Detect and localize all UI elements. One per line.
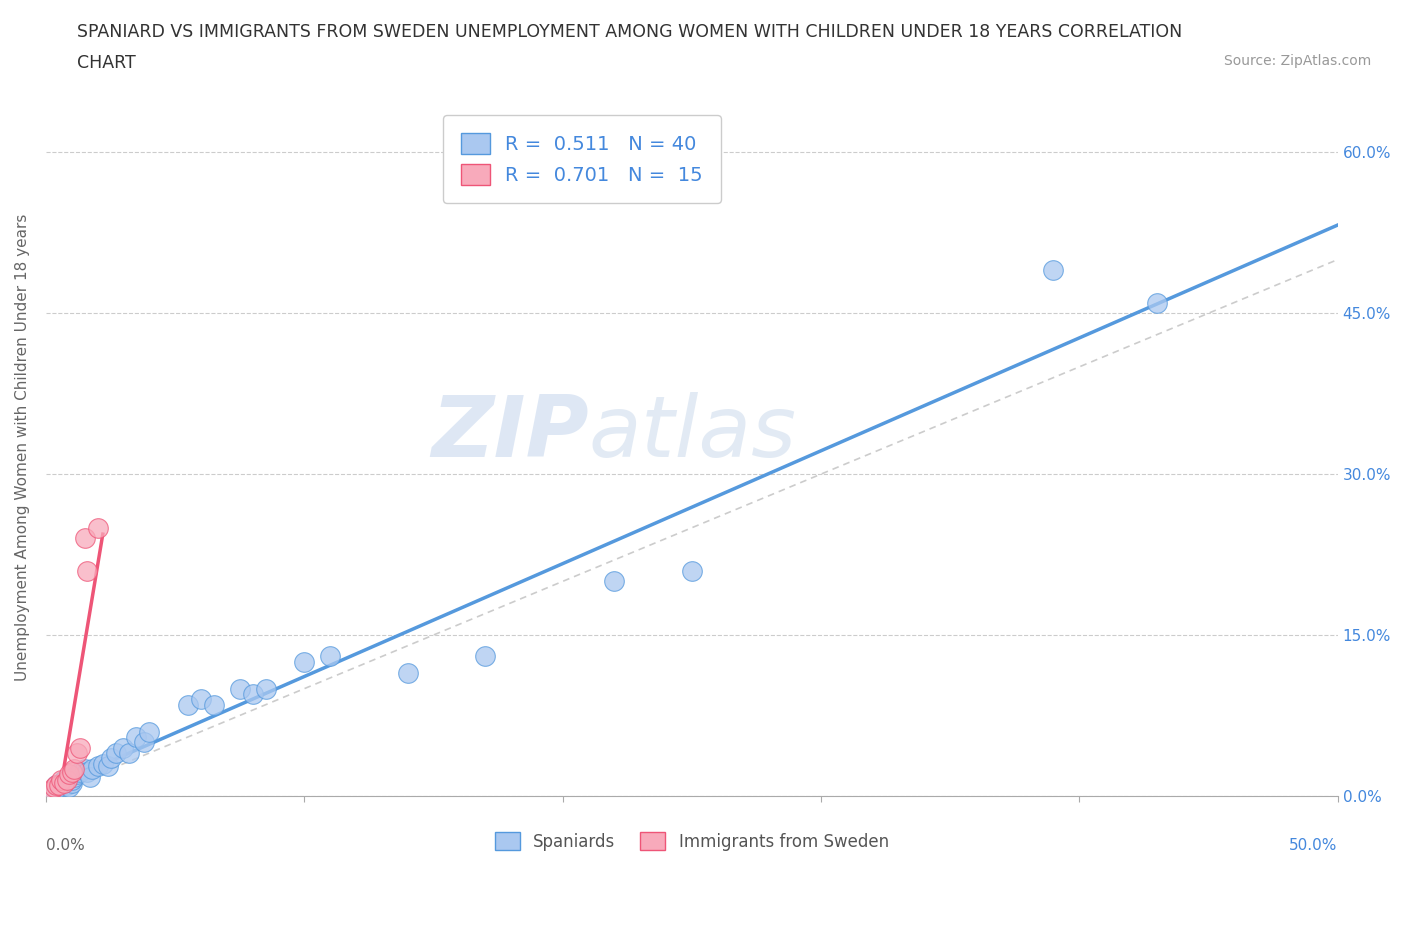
Point	[82, 762, 104, 777]
Point	[69, 740, 91, 755]
Point	[66, 767, 89, 782]
Y-axis label: Unemployment Among Women with Children Under 18 years: Unemployment Among Women with Children U…	[15, 214, 30, 681]
Point	[63, 769, 86, 784]
Point	[396, 665, 419, 680]
Point	[66, 746, 89, 761]
Point	[91, 756, 114, 771]
Point	[190, 692, 212, 707]
Point	[86, 759, 108, 774]
Point	[1146, 295, 1168, 310]
Point	[73, 531, 96, 546]
Text: 0.0%: 0.0%	[46, 838, 84, 853]
Point	[42, 783, 65, 798]
Text: 50.0%: 50.0%	[1289, 838, 1337, 853]
Point	[53, 773, 76, 788]
Point	[76, 564, 98, 578]
Point	[48, 777, 70, 792]
Point	[134, 735, 156, 750]
Text: ZIP: ZIP	[430, 392, 589, 475]
Point	[112, 740, 135, 755]
Text: atlas: atlas	[589, 392, 796, 475]
Text: CHART: CHART	[77, 54, 136, 72]
Point	[319, 649, 342, 664]
Point	[60, 773, 83, 788]
Point	[60, 764, 83, 779]
Point	[97, 759, 120, 774]
Point	[58, 767, 80, 782]
Point	[58, 780, 80, 795]
Point	[63, 762, 86, 777]
Point	[104, 746, 127, 761]
Text: SPANIARD VS IMMIGRANTS FROM SWEDEN UNEMPLOYMENT AMONG WOMEN WITH CHILDREN UNDER : SPANIARD VS IMMIGRANTS FROM SWEDEN UNEMP…	[77, 23, 1182, 41]
Point	[73, 762, 96, 777]
Point	[177, 698, 200, 712]
Point	[242, 686, 264, 701]
Point	[138, 724, 160, 739]
Point	[86, 520, 108, 535]
Point	[53, 776, 76, 790]
Point	[79, 769, 101, 784]
Point	[51, 773, 73, 788]
Point	[76, 764, 98, 779]
Text: Source: ZipAtlas.com: Source: ZipAtlas.com	[1223, 54, 1371, 68]
Point	[125, 729, 148, 744]
Point	[117, 746, 139, 761]
Point	[603, 574, 626, 589]
Point	[228, 681, 250, 696]
Point	[51, 776, 73, 790]
Point	[42, 780, 65, 795]
Point	[45, 777, 67, 792]
Point	[1042, 263, 1064, 278]
Point	[55, 773, 77, 788]
Point	[474, 649, 496, 664]
Point	[254, 681, 277, 696]
Point	[681, 564, 703, 578]
Point	[55, 777, 77, 792]
Point	[60, 776, 83, 790]
Point	[48, 780, 70, 795]
Point	[39, 783, 62, 798]
Point	[100, 751, 122, 765]
Point	[292, 655, 315, 670]
Point	[202, 698, 225, 712]
Point	[45, 777, 67, 792]
Point	[69, 764, 91, 779]
Legend: Spaniards, Immigrants from Sweden: Spaniards, Immigrants from Sweden	[488, 826, 896, 857]
